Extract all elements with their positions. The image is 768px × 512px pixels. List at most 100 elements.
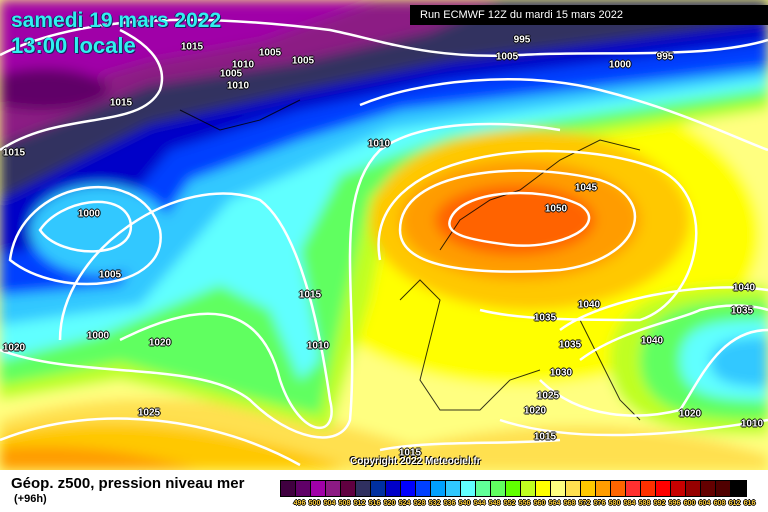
color-scale-swatch: [551, 481, 566, 496]
color-scale-swatch: [476, 481, 491, 496]
isobar-label: 1035: [558, 339, 582, 351]
isobar-label: 1000: [77, 208, 101, 220]
color-scale-label: 596: [668, 500, 681, 507]
isobar-label: 1020: [2, 342, 26, 354]
color-scale-labels: 496 500 504 508 512 516 520 524 528 532 536 540 544 5…: [292, 499, 757, 508]
color-scale-swatch: [371, 481, 386, 496]
color-scale-swatch: [506, 481, 521, 496]
color-scale-label: 536: [443, 500, 456, 507]
forecast-time: 13:00 locale: [11, 33, 136, 58]
color-scale-swatch: [341, 481, 356, 496]
color-scale-swatch: [701, 481, 716, 496]
isobar-label: 1015: [398, 447, 422, 459]
color-scale-label: 516: [368, 500, 381, 507]
color-scale: [280, 480, 747, 497]
color-scale-label: 552: [503, 500, 516, 507]
isobar-label: 1045: [574, 182, 598, 194]
color-scale-label: 544: [473, 500, 486, 507]
isobar-label: 1025: [536, 390, 560, 402]
color-scale-label: 548: [488, 500, 501, 507]
isobar-label: 1020: [148, 337, 172, 349]
isobar-label: 1040: [577, 299, 601, 311]
isobar-label: 1015: [2, 147, 26, 159]
color-scale-label: 524: [398, 500, 411, 507]
isobar-label: 1015: [180, 41, 204, 53]
color-scale-label: 532: [428, 500, 441, 507]
isobar-label: 1020: [523, 405, 547, 417]
color-scale-label: 568: [563, 500, 576, 507]
model-run-info: Run ECMWF 12Z du mardi 15 mars 2022: [410, 5, 768, 25]
color-scale-label: 612: [728, 500, 741, 507]
color-scale-label: 604: [698, 500, 711, 507]
isobars: [0, 18, 768, 467]
color-scale-label: 592: [653, 500, 666, 507]
color-scale-label: 508: [338, 500, 351, 507]
color-scale-swatch: [416, 481, 431, 496]
color-scale-label: 572: [578, 500, 591, 507]
color-scale-swatch: [611, 481, 626, 496]
color-scale-swatch: [491, 481, 506, 496]
color-scale-label: 512: [353, 500, 366, 507]
isobar-label: 1005: [291, 55, 315, 67]
isobar-label: 1030: [549, 367, 573, 379]
color-scale-label: 580: [608, 500, 621, 507]
color-scale-swatch: [536, 481, 551, 496]
isobar-label: 1010: [306, 340, 330, 352]
color-scale-swatch: [356, 481, 371, 496]
color-scale-swatch: [566, 481, 581, 496]
isobar-label: 1015: [109, 97, 133, 109]
coastlines: [179, 99, 641, 421]
isobar-label: 1015: [533, 431, 557, 443]
color-scale-label: 564: [548, 500, 561, 507]
isobar-label: 1015: [298, 289, 322, 301]
isobar-label: 1040: [732, 282, 756, 294]
legend-title: Géop. z500, pression niveau mer: [11, 475, 245, 492]
isobar-label: 1050: [544, 203, 568, 215]
color-scale-label: 560: [533, 500, 546, 507]
isobar-label: 1010: [367, 138, 391, 150]
isobar-label: 995: [656, 51, 674, 63]
isobar-label: 1000: [86, 330, 110, 342]
color-scale-label: 500: [308, 500, 321, 507]
isobar-label: 1000: [608, 59, 632, 71]
color-scale-swatch: [656, 481, 671, 496]
color-scale-swatch: [731, 481, 746, 496]
color-scale-label: 496: [293, 500, 306, 507]
isobar-label: 995: [513, 34, 531, 46]
isobar-label: 1005: [98, 269, 122, 281]
forecast-date: samedi 19 mars 2022: [11, 9, 222, 32]
color-scale-swatch: [386, 481, 401, 496]
color-scale-label: 584: [623, 500, 636, 507]
isobar-label: 1035: [730, 305, 754, 317]
color-scale-swatch: [581, 481, 596, 496]
color-scale-swatch: [521, 481, 536, 496]
isobar-label: 1035: [533, 312, 557, 324]
isobar-label: 1005: [219, 68, 243, 80]
color-scale-label: 576: [593, 500, 606, 507]
isobar-label: 1010: [226, 80, 250, 92]
color-scale-label: 528: [413, 500, 426, 507]
copyright: Copyright 2022 Meteociel.fr: [350, 456, 481, 467]
color-scale-swatch: [326, 481, 341, 496]
color-scale-swatch: [311, 481, 326, 496]
color-scale-label: 520: [383, 500, 396, 507]
color-scale-swatch: [446, 481, 461, 496]
legend-panel: Géop. z500, pression niveau mer (+96h) 4…: [0, 470, 768, 512]
color-scale-swatch: [716, 481, 731, 496]
color-scale-swatch: [671, 481, 686, 496]
isobar-label: 1025: [137, 407, 161, 419]
geopotential-field: [0, 0, 768, 470]
weather-map: samedi 19 mars 2022 13:00 locale Run ECM…: [0, 0, 768, 470]
color-scale-label: 600: [683, 500, 696, 507]
color-scale-swatch: [596, 481, 611, 496]
color-scale-swatch: [461, 481, 476, 496]
color-scale-swatch: [641, 481, 656, 496]
color-scale-swatch: [296, 481, 311, 496]
color-scale-label: 540: [458, 500, 471, 507]
color-scale-label: 588: [638, 500, 651, 507]
color-scale-swatch: [281, 481, 296, 496]
color-scale-swatch: [686, 481, 701, 496]
color-scale-swatch: [626, 481, 641, 496]
color-scale-label: 616: [743, 500, 756, 507]
color-scale-swatch: [431, 481, 446, 496]
